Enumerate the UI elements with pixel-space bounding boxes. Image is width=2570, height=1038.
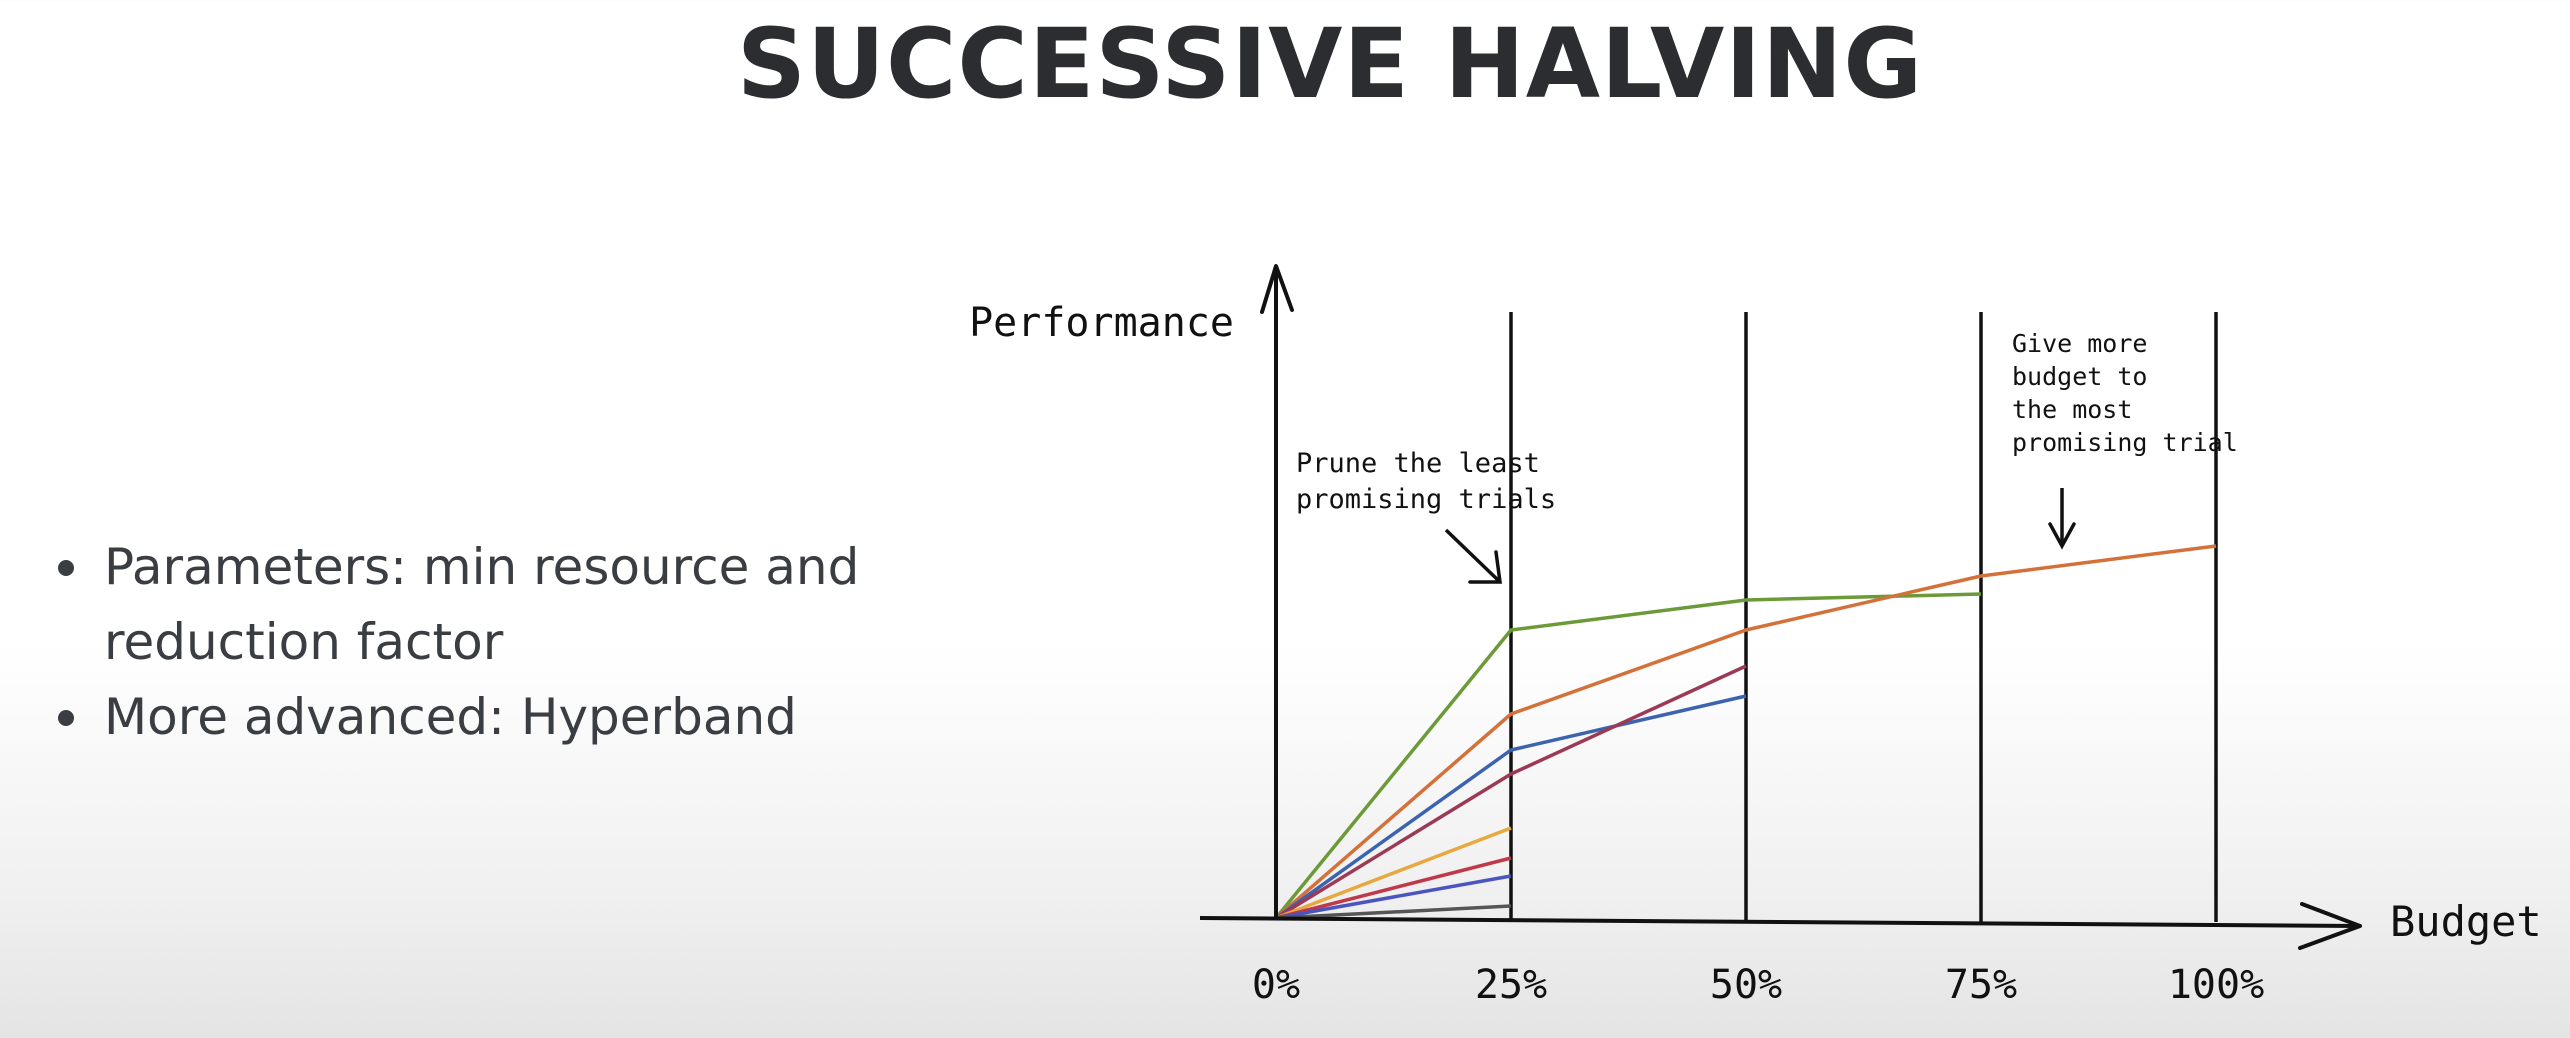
- arrow-head-icon: [1468, 550, 1502, 584]
- annotation-budget: Give more budget to the most promising t…: [2012, 329, 2238, 550]
- y-axis-arrowhead-icon: [1260, 264, 1294, 314]
- series-line-4: [1275, 664, 1747, 920]
- slide-title: SUCCESSIVE HALVING: [736, 8, 1924, 120]
- x-tick-labels: 0% 25% 50% 75% 100%: [1252, 962, 2264, 1008]
- series-line-1: [1274, 592, 1982, 920]
- bullet-dot-icon: [58, 560, 74, 576]
- x-axis-arrowhead-icon: [2298, 902, 2362, 950]
- budget-gridlines: [1509, 312, 2218, 922]
- series-group: [1274, 544, 2217, 920]
- bullet-dot-icon: [58, 710, 74, 726]
- x-tick-label: 50%: [1710, 962, 1782, 1008]
- series-line-6: [1275, 856, 1512, 920]
- series-line-3: [1274, 694, 1747, 920]
- arrow-shaft: [1444, 528, 1502, 584]
- annotation-prune-text: Prune the least promising trials: [1296, 448, 1556, 515]
- x-tick-label: 25%: [1475, 962, 1547, 1008]
- y-axis-label: Performance: [969, 300, 1234, 346]
- x-tick-label: 100%: [2168, 962, 2264, 1008]
- arrow-head-icon: [2048, 522, 2076, 550]
- x-tick-label: 75%: [1945, 962, 2017, 1008]
- axes: [1199, 264, 2362, 950]
- bullet-item: Parameters: min resource and reduction f…: [52, 530, 892, 680]
- bullet-item: More advanced: Hyperband: [52, 680, 892, 755]
- annotation-prune: Prune the least promising trials: [1296, 448, 1556, 584]
- annotation-budget-text: Give more budget to the most promising t…: [2012, 329, 2238, 457]
- x-tick-label: 0%: [1252, 962, 1300, 1008]
- series-line-7: [1275, 874, 1512, 920]
- bullet-text: Parameters: min resource and reduction f…: [104, 538, 860, 671]
- bullet-list: Parameters: min resource and reduction f…: [52, 530, 892, 755]
- x-axis-line: [1199, 916, 2361, 928]
- x-axis-label: Budget: [2390, 897, 2542, 946]
- series-line-8: [1275, 904, 1512, 920]
- series-line-5: [1275, 826, 1512, 920]
- bullet-text: More advanced: Hyperband: [104, 688, 797, 746]
- series-line-2: [1274, 544, 2217, 920]
